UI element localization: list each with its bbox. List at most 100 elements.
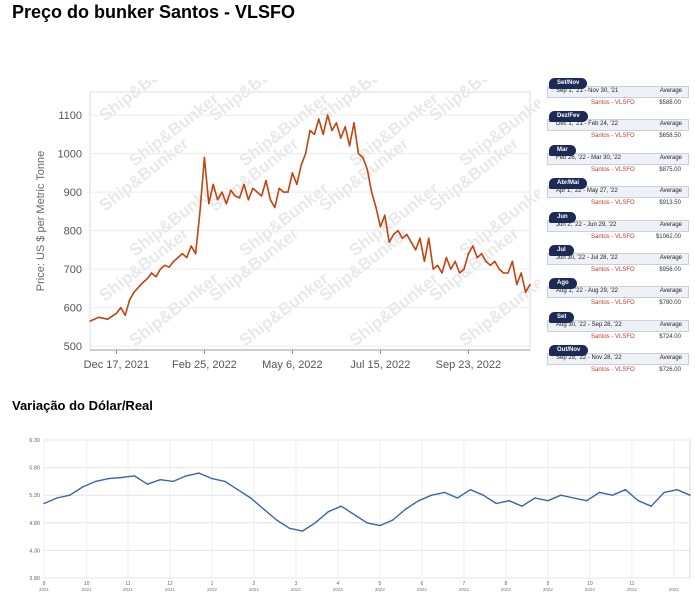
bunker-data-point	[309, 129, 311, 132]
port-name: Santos - VLSFO	[591, 233, 635, 240]
port-name: Santos - VLSFO	[591, 200, 635, 207]
price-header-row: Sep 29, '22 - Nov 28, '22 Average	[547, 353, 689, 366]
period-range: Sep 29, '22 - Nov 28, '22	[556, 355, 622, 362]
bunker-data-point	[98, 316, 100, 318]
period-range: Jun 2, '22 - Jun 29, '22	[556, 221, 617, 228]
bunker-data-point	[128, 299, 131, 301]
usd-brl-data-point	[547, 500, 549, 502]
bunker-data-point	[480, 253, 483, 255]
price-period-block: Feb 26, '22 - Mar 30, '22 Average Mar Sa…	[547, 144, 689, 178]
bunker-data-point	[291, 172, 294, 174]
bunker-data-point	[331, 129, 333, 132]
x-tick-label: 3	[295, 581, 298, 587]
usd-brl-data-point	[469, 488, 472, 491]
average-price: $1062.00	[655, 233, 681, 240]
plot-area	[89, 91, 531, 351]
usd-brl-data-point	[456, 497, 459, 499]
x-tick-year: 2022	[207, 587, 218, 592]
average-price: $956.00	[659, 266, 681, 273]
bunker-data-point	[348, 145, 351, 147]
price-period-block: Sep 1, '21 - Nov 30, '21 Average Set/Nov…	[547, 78, 689, 111]
bunker-data-point	[186, 256, 188, 259]
x-tick-label: Sep 23, 2022	[436, 359, 501, 371]
price-table: Sep 1, '21 - Nov 30, '21 Average Set/Nov…	[547, 78, 689, 379]
period-pill: Abr/Mai	[549, 178, 588, 190]
price-header-row: Jun 30, '22 - Jul 28, '22 Average	[547, 252, 689, 265]
port-name: Santos - VLSFO	[591, 300, 635, 307]
bunker-data-point	[353, 122, 355, 124]
bunker-data-point	[243, 183, 245, 186]
bunker-price-chart: Ship&Bunker Ship&Bunker Ship&Bunker Ship&Bu…	[35, 80, 540, 371]
bunker-data-point	[208, 202, 210, 205]
bunker-data-point	[225, 202, 228, 205]
bunker-data-point	[375, 206, 377, 209]
usd-brl-data-point	[430, 494, 433, 496]
y-tick-label: 5.30	[29, 493, 40, 499]
usd-brl-data-point	[56, 497, 58, 499]
usd-brl-data-point	[495, 502, 497, 505]
bunker-data-point	[190, 245, 192, 247]
x-tick-label: 11	[629, 581, 634, 587]
bunker-data-point	[274, 206, 276, 209]
bunker-data-point	[428, 237, 430, 240]
plot-area	[43, 439, 691, 579]
x-tick-label: Dec 17, 2021	[84, 359, 149, 371]
usd-brl-data-point	[560, 494, 562, 496]
usd-brl-data-point	[107, 477, 110, 480]
price-header-row: Aug 1, '22 - Aug 29, '22 Average	[547, 286, 689, 299]
usd-brl-data-point	[611, 494, 614, 496]
bunker-data-point	[282, 191, 285, 193]
period-range: Aug 30, '22 - Sep 28, '22	[556, 321, 622, 328]
x-tick-year: 2022	[333, 587, 344, 592]
bunker-data-point	[524, 291, 527, 293]
x-tick-label: 10	[587, 581, 593, 587]
bunker-data-point	[463, 268, 465, 270]
bunker-data-point	[230, 189, 232, 191]
price-period-block: Dec 1, '21 - Feb 24, '22 Average Dez/Fev…	[547, 111, 689, 144]
bunker-data-point	[300, 164, 302, 166]
bunker-data-point	[194, 253, 197, 255]
bunker-data-point	[502, 272, 505, 274]
period-pill: Set	[549, 311, 575, 323]
x-tick-year: 2022	[543, 587, 554, 592]
bunker-data-point	[159, 268, 162, 270]
bunker-data-point	[357, 152, 360, 155]
period-pill: Dez/Fev	[549, 111, 588, 123]
usd-brl-data-point	[94, 480, 97, 483]
bunker-data-point	[366, 168, 368, 170]
bunker-data-point	[370, 191, 373, 193]
bunker-data-point	[199, 210, 201, 213]
y-tick-label: 700	[64, 264, 82, 276]
x-tick-year: 2022	[501, 587, 512, 592]
bunker-data-point	[458, 272, 461, 274]
period-range: Dec 1, '21 - Feb 24, '22	[556, 121, 618, 128]
average-price: $875.00	[659, 166, 681, 173]
bunker-data-point	[252, 187, 254, 189]
y-tick-label: 4.80	[29, 521, 40, 527]
bunker-data-point	[388, 241, 390, 243]
price-header-row: Dec 1, '21 - Feb 24, '22 Average	[547, 119, 689, 132]
price-header-row: Feb 26, '22 - Mar 30, '22 Average	[547, 152, 689, 165]
bunker-data-point	[436, 264, 439, 266]
bunker-data-point	[238, 197, 241, 199]
port-name: Santos - VLSFO	[591, 367, 635, 374]
y-tick-label: 6.30	[29, 438, 40, 444]
average-label: Average	[659, 221, 682, 228]
price-header-row: Aug 30, '22 - Sep 28, '22 Average	[547, 319, 689, 332]
bunker-data-point	[260, 195, 263, 197]
usd-brl-data-point	[237, 488, 239, 491]
bunker-data-point	[164, 264, 166, 266]
x-tick-label: 9	[43, 581, 46, 587]
x-tick-label: Jul 15, 2022	[350, 359, 410, 371]
bunker-data-point	[269, 199, 272, 201]
usd-brl-data-point	[676, 488, 678, 491]
x-tick-label: 5	[379, 581, 382, 587]
average-label: Average	[659, 254, 682, 261]
usd-brl-data-point	[159, 479, 161, 481]
bunker-data-point	[296, 183, 298, 186]
period-range: Feb 26, '22 - Mar 30, '22	[556, 154, 621, 161]
bunker-data-point	[89, 320, 91, 322]
usd-brl-data-point	[69, 494, 71, 496]
bunker-data-point	[287, 191, 289, 193]
bunker-data-point	[516, 283, 518, 286]
